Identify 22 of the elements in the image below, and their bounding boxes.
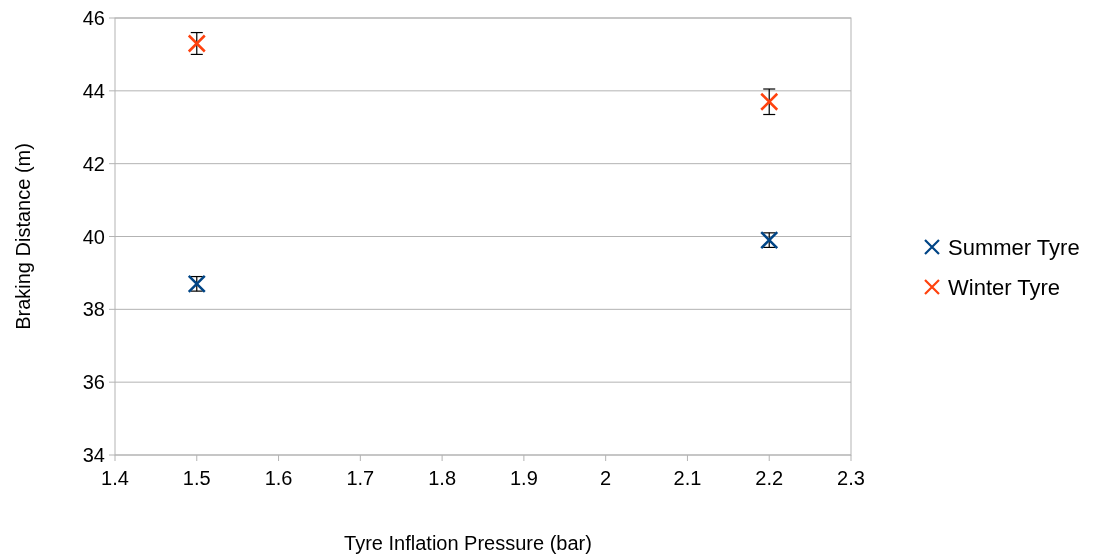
point — [759, 92, 779, 112]
y-tick-label: 42 — [82, 152, 105, 175]
y-tick-label: 46 — [82, 7, 105, 29]
x-tick-label: 1.5 — [182, 467, 211, 489]
x-tick-label: 2.2 — [755, 467, 784, 489]
y-tick-label: 40 — [82, 225, 105, 248]
y-tick-label: 34 — [82, 444, 105, 466]
x-axis-title: Tyre Inflation Pressure (bar) — [344, 532, 592, 554]
x-tick-label: 2.3 — [837, 467, 865, 489]
x-tick-label: 2.1 — [673, 467, 702, 489]
y-axis-title: Braking Distance (m) — [12, 143, 34, 330]
y-tick-label: 44 — [82, 79, 105, 102]
legend-label: Summer Tyre — [948, 234, 1080, 260]
y-tick-label: 38 — [82, 298, 105, 321]
x-tick-label: 1.7 — [346, 467, 375, 489]
x-tick-label: 1.8 — [428, 467, 457, 489]
x-tick-label: 1.9 — [509, 467, 538, 489]
x-tick-label: 1.4 — [101, 467, 129, 489]
y-tick-label: 36 — [82, 371, 105, 394]
legend-label: Winter Tyre — [948, 274, 1061, 300]
x-tick-label: 2 — [600, 467, 612, 489]
x-tick-label: 1.6 — [264, 467, 293, 489]
